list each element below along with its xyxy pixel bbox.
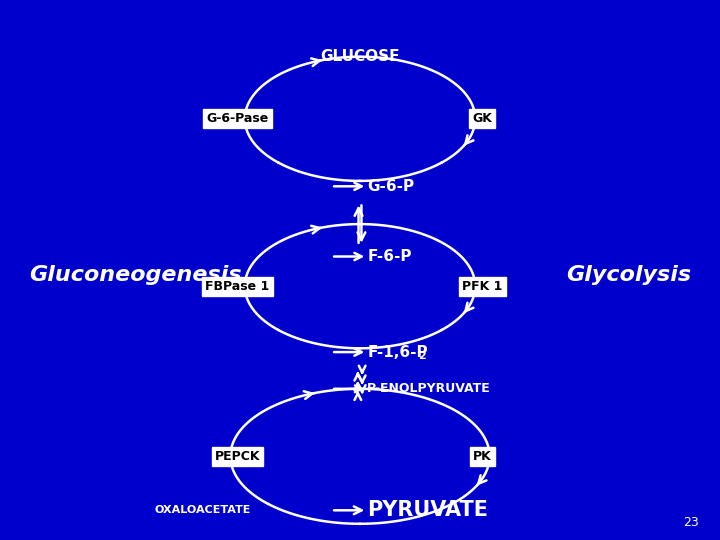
Text: 2: 2 <box>418 352 426 361</box>
Text: F-6-P: F-6-P <box>367 249 412 264</box>
Text: PK: PK <box>473 450 492 463</box>
Text: F-1,6-P: F-1,6-P <box>367 345 428 360</box>
Text: OXALOACETATE: OXALOACETATE <box>155 505 251 515</box>
Text: P-ENOLPYRUVATE: P-ENOLPYRUVATE <box>367 382 491 395</box>
Text: 23: 23 <box>683 516 698 529</box>
Text: G-6-P: G-6-P <box>367 179 414 194</box>
Text: Glycolysis: Glycolysis <box>566 265 691 286</box>
Text: PFK 1: PFK 1 <box>462 280 503 293</box>
Text: FBPase 1: FBPase 1 <box>205 280 270 293</box>
Text: PEPCK: PEPCK <box>215 450 261 463</box>
Text: Gluconeogenesis: Gluconeogenesis <box>29 265 241 286</box>
Text: PYRUVATE: PYRUVATE <box>367 500 488 521</box>
Text: GLUCOSE: GLUCOSE <box>320 49 400 64</box>
Text: GK: GK <box>472 112 492 125</box>
Text: G-6-Pase: G-6-Pase <box>207 112 269 125</box>
